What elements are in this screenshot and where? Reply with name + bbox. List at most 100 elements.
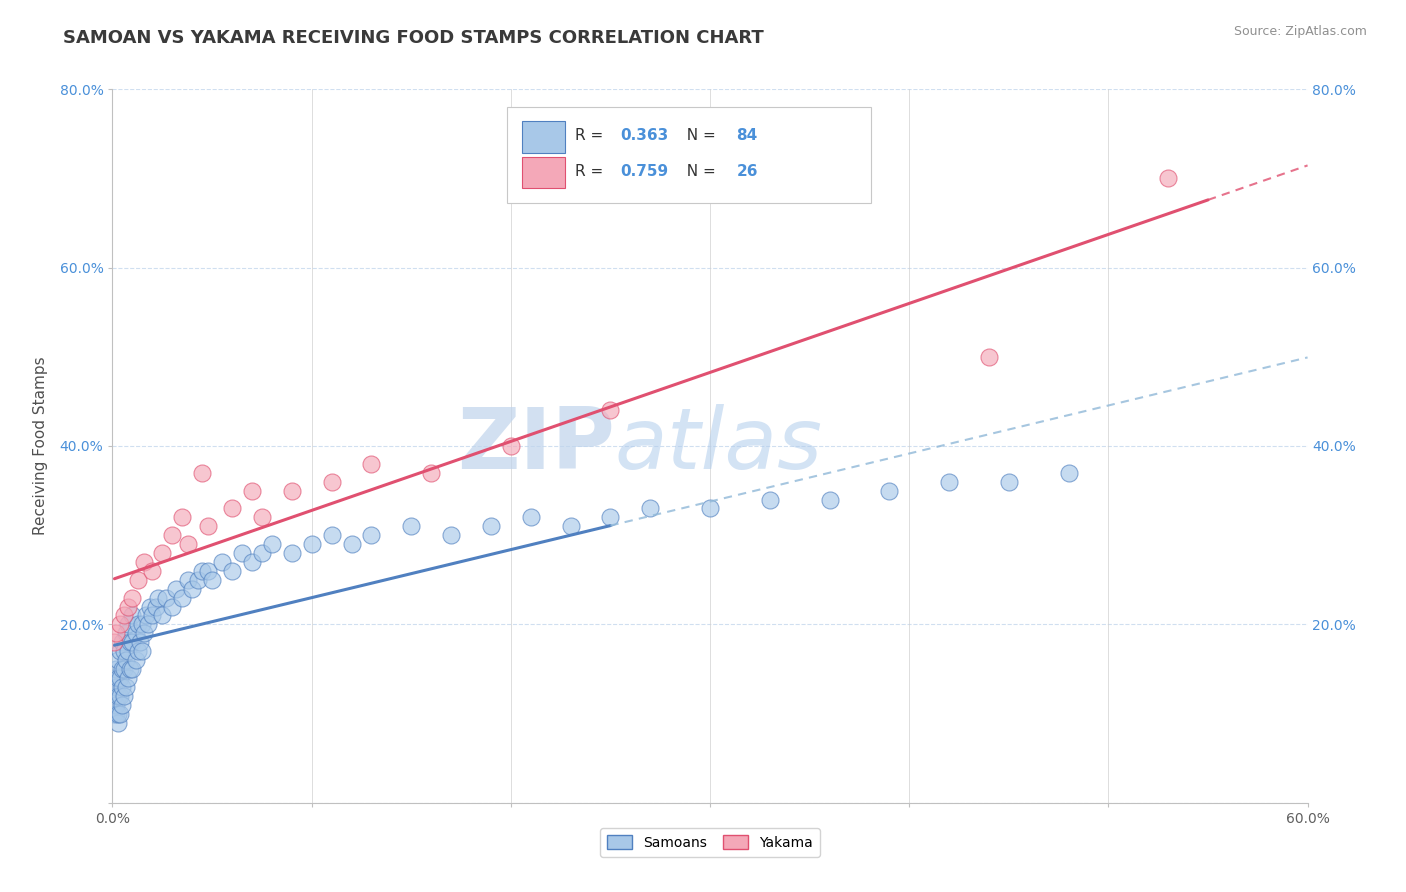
Text: 84: 84 (737, 128, 758, 143)
Point (499, 439, 522, 453)
Point (301, 537, 323, 551)
Point (221, 564, 243, 578)
Point (127, 573, 149, 587)
Point (165, 582, 187, 596)
Point (115, 626, 138, 640)
Point (197, 564, 219, 578)
Point (150, 546, 173, 560)
Point (145, 599, 167, 614)
Point (250, 510, 273, 524)
Text: N =: N = (676, 164, 720, 178)
Point (1057, 466, 1080, 480)
Point (107, 715, 129, 730)
Point (110, 617, 132, 632)
Point (114, 608, 135, 623)
Point (260, 537, 283, 551)
Point (281, 546, 304, 560)
Point (103, 671, 125, 685)
Point (560, 519, 582, 533)
Point (162, 599, 183, 614)
Point (129, 635, 152, 649)
Point (148, 591, 170, 605)
Y-axis label: Receiving Food Stamps: Receiving Food Stamps (34, 357, 48, 535)
Point (155, 591, 177, 605)
Point (114, 689, 135, 703)
Point (134, 555, 156, 569)
Point (110, 689, 132, 703)
Point (221, 501, 243, 516)
Text: R =: R = (575, 128, 609, 143)
Point (111, 698, 134, 712)
Point (121, 608, 143, 623)
Point (172, 591, 194, 605)
Point (181, 582, 204, 596)
Text: 0.363: 0.363 (620, 128, 669, 143)
Point (191, 564, 214, 578)
Point (818, 492, 841, 507)
Point (420, 466, 443, 480)
Point (640, 501, 662, 516)
FancyBboxPatch shape (508, 107, 872, 203)
Point (131, 617, 153, 632)
Point (138, 617, 160, 632)
Point (191, 466, 214, 480)
Point (240, 483, 263, 498)
Point (231, 546, 253, 560)
Point (977, 350, 1000, 364)
Text: Source: ZipAtlas.com: Source: ZipAtlas.com (1233, 25, 1367, 38)
Point (340, 537, 363, 551)
Point (162, 528, 183, 542)
Point (139, 599, 162, 614)
Point (360, 457, 382, 471)
Point (114, 662, 135, 676)
Point (117, 644, 139, 658)
Point (107, 706, 129, 721)
Point (759, 492, 782, 507)
Point (110, 706, 132, 721)
FancyBboxPatch shape (523, 157, 565, 188)
Point (599, 510, 621, 524)
Point (117, 599, 139, 614)
Point (281, 483, 304, 498)
Point (440, 528, 463, 542)
Point (141, 608, 163, 623)
Text: ZIP: ZIP (457, 404, 614, 488)
Point (879, 483, 901, 498)
Point (121, 635, 143, 649)
Point (250, 546, 273, 560)
Point (131, 644, 153, 658)
Point (115, 680, 138, 694)
Point (172, 510, 194, 524)
Point (125, 653, 148, 667)
Point (111, 635, 134, 649)
Point (401, 519, 423, 533)
Point (111, 680, 134, 694)
Text: SAMOAN VS YAKAMA RECEIVING FOOD STAMPS CORRELATION CHART: SAMOAN VS YAKAMA RECEIVING FOOD STAMPS C… (63, 29, 763, 46)
Point (120, 635, 142, 649)
Point (187, 573, 209, 587)
Point (105, 698, 128, 712)
Point (110, 644, 132, 658)
Point (177, 573, 200, 587)
Point (134, 626, 156, 640)
Text: 26: 26 (737, 164, 758, 178)
Point (1157, 171, 1180, 186)
Point (479, 519, 502, 533)
Legend: Samoans, Yakama: Samoans, Yakama (600, 828, 820, 856)
Point (321, 475, 343, 489)
Point (321, 528, 343, 542)
Point (120, 662, 142, 676)
Point (197, 519, 219, 533)
Point (103, 635, 125, 649)
Point (520, 510, 543, 524)
Point (105, 680, 128, 694)
Point (121, 662, 143, 676)
Text: 0.759: 0.759 (620, 164, 668, 178)
Point (125, 626, 148, 640)
Point (135, 608, 157, 623)
Point (240, 555, 263, 569)
Point (111, 662, 134, 676)
Point (114, 644, 135, 658)
Point (115, 653, 138, 667)
Point (127, 617, 149, 632)
